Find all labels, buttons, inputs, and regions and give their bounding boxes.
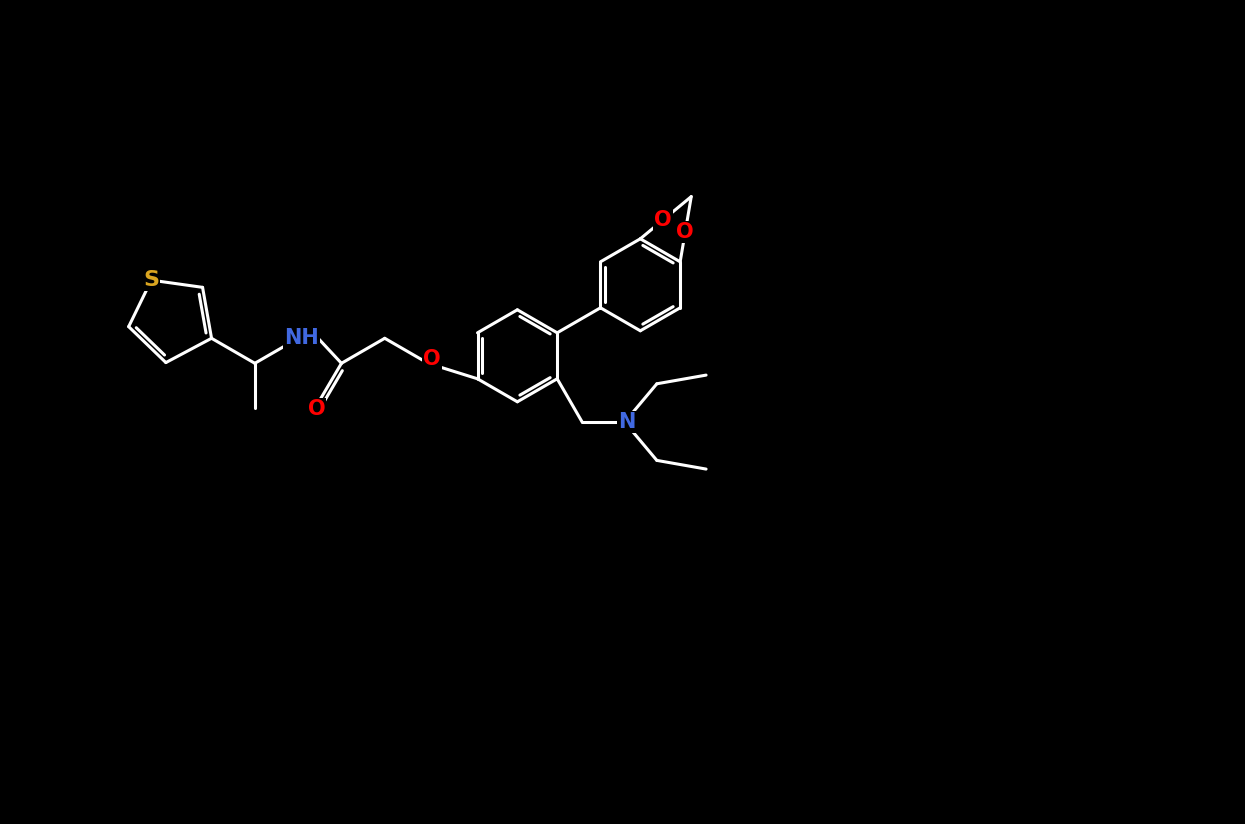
Text: NH: NH (284, 328, 319, 349)
Text: O: O (655, 210, 672, 230)
Text: O: O (423, 349, 441, 369)
Text: O: O (308, 399, 325, 419)
Text: S: S (143, 270, 159, 290)
Text: O: O (676, 222, 693, 242)
Text: N: N (618, 412, 635, 432)
